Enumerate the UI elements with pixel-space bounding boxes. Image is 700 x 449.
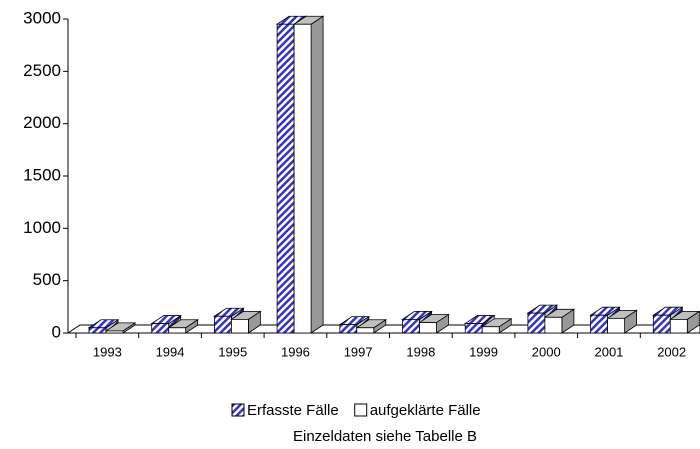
x-tick-label: 1995 bbox=[218, 344, 247, 359]
y-tick-label: 2500 bbox=[23, 61, 61, 80]
y-tick-label: 2000 bbox=[23, 113, 61, 132]
x-tick-label: 2000 bbox=[532, 344, 561, 359]
bar-3d bbox=[543, 308, 576, 334]
bar bbox=[544, 316, 563, 334]
x-tick-label: 1997 bbox=[344, 344, 373, 359]
bar bbox=[88, 327, 107, 334]
x-tick-label: 2001 bbox=[594, 344, 623, 359]
bar bbox=[105, 330, 124, 334]
bar-3d bbox=[167, 319, 200, 334]
bar bbox=[213, 315, 232, 334]
y-tick-label: 500 bbox=[33, 270, 61, 289]
bar bbox=[669, 318, 688, 334]
legend-label: aufgeklärte Fälle bbox=[370, 402, 481, 419]
x-tick-label: 1999 bbox=[469, 344, 498, 359]
x-tick-label: 1993 bbox=[93, 344, 122, 359]
bar bbox=[590, 314, 608, 334]
bar bbox=[168, 327, 187, 334]
bar-3d bbox=[230, 310, 262, 334]
bar bbox=[339, 324, 358, 334]
bar-3d bbox=[104, 322, 137, 334]
bar-3d bbox=[480, 317, 513, 334]
legend-swatch bbox=[354, 403, 368, 417]
bar-3d bbox=[355, 319, 388, 334]
legend-label: Erfasste Fälle bbox=[247, 402, 339, 419]
note: Einzeldaten siehe Tabelle B bbox=[293, 428, 477, 445]
bar bbox=[527, 312, 546, 334]
bar bbox=[481, 326, 500, 334]
bar bbox=[419, 322, 437, 334]
bar bbox=[230, 318, 249, 334]
bar bbox=[652, 314, 671, 334]
x-tick-label: 1994 bbox=[156, 344, 185, 359]
bar bbox=[402, 318, 420, 334]
y-tick-label: 1000 bbox=[23, 218, 61, 237]
bar bbox=[607, 317, 625, 334]
bar bbox=[356, 327, 375, 334]
x-tick-label: 1998 bbox=[406, 344, 435, 359]
bar bbox=[293, 23, 312, 334]
bar-3d bbox=[668, 310, 700, 334]
bar-3d bbox=[418, 313, 450, 334]
y-tick-label: 0 bbox=[52, 322, 61, 341]
bar bbox=[464, 323, 483, 334]
bar bbox=[151, 323, 170, 334]
x-tick-label: 2002 bbox=[657, 344, 686, 359]
bar-side bbox=[310, 15, 324, 334]
bar-3d bbox=[606, 309, 638, 334]
bar bbox=[276, 23, 295, 334]
x-tick-label: 1996 bbox=[281, 344, 310, 359]
legend-swatch bbox=[231, 403, 245, 417]
y-tick-label: 3000 bbox=[23, 8, 61, 27]
bar-3d bbox=[292, 15, 325, 334]
y-tick-label: 1500 bbox=[23, 165, 61, 184]
